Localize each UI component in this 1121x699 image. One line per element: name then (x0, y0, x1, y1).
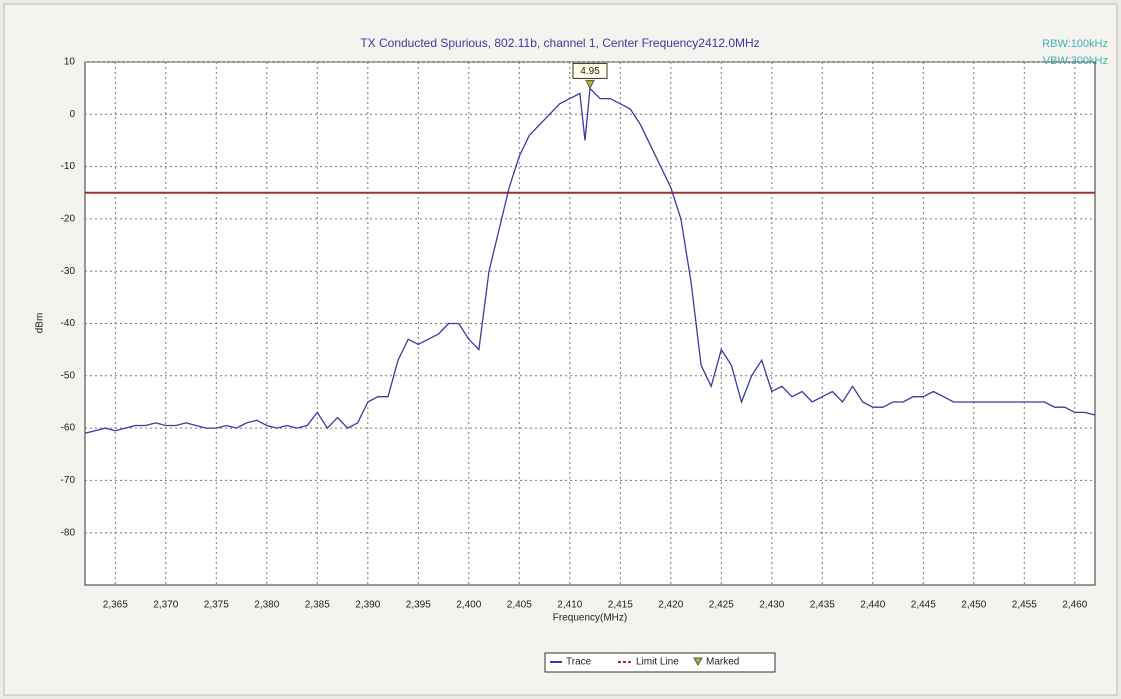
x-tick-label: 2,390 (355, 600, 380, 611)
y-tick-label: -50 (61, 370, 76, 381)
y-axis-label: dBm (35, 313, 46, 334)
x-tick-label: 2,445 (911, 600, 936, 611)
x-tick-label: 2,440 (860, 600, 885, 611)
marker-label: 4.95 (580, 66, 600, 77)
x-tick-label: 2,380 (254, 600, 279, 611)
annotation: RBW:100kHz (1042, 38, 1108, 50)
y-tick-label: -60 (61, 423, 76, 434)
x-tick-label: 2,425 (709, 600, 734, 611)
x-tick-label: 2,450 (961, 600, 986, 611)
x-tick-label: 2,370 (153, 600, 178, 611)
x-tick-label: 2,405 (507, 600, 532, 611)
x-tick-label: 2,385 (305, 600, 330, 611)
annotation: VBW:300kHz (1043, 55, 1108, 67)
x-tick-label: 2,420 (658, 600, 683, 611)
legend (544, 652, 776, 673)
x-tick-label: 2,435 (810, 600, 835, 611)
x-tick-label: 2,395 (406, 600, 431, 611)
x-tick-label: 2,375 (204, 600, 229, 611)
y-tick-label: -30 (61, 266, 76, 277)
x-tick-label: 2,400 (456, 600, 481, 611)
x-axis-label: Frequency(MHz) (553, 613, 627, 624)
marker-label-box (572, 62, 608, 79)
y-tick-label: 0 (69, 109, 75, 120)
y-tick-label: -10 (61, 161, 76, 172)
y-tick-label: -80 (61, 527, 76, 538)
x-tick-label: 2,455 (1012, 600, 1037, 611)
legend-label: Marked (706, 657, 739, 668)
x-tick-label: 2,460 (1062, 600, 1087, 611)
chart-title: TX Conducted Spurious, 802.11b, channel … (360, 36, 759, 50)
x-tick-label: 2,410 (557, 600, 582, 611)
legend-label: Limit Line (636, 657, 679, 668)
y-tick-label: -70 (61, 475, 76, 486)
legend-swatch (693, 657, 703, 667)
trace-line (84, 86, 1096, 434)
y-tick-label: -40 (61, 318, 76, 329)
y-tick-label: -20 (61, 214, 76, 225)
x-tick-label: 2,430 (759, 600, 784, 611)
marker (585, 79, 595, 90)
legend-label: Trace (566, 657, 592, 668)
x-tick-label: 2,415 (608, 600, 633, 611)
y-tick-label: 10 (64, 57, 76, 68)
x-tick-label: 2,365 (103, 600, 128, 611)
